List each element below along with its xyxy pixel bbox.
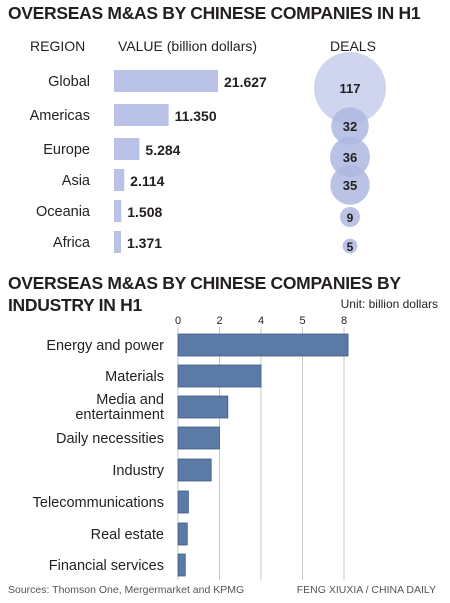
industry-label: Industry	[112, 463, 164, 479]
x-tick-label: 2	[216, 315, 222, 327]
deals-column-header: DEALS	[330, 38, 376, 54]
industry-bar	[177, 333, 349, 357]
industry-bar	[177, 553, 186, 577]
industry-chart-title: OVERSEAS M&AS BY CHINESE COMPANIES BY IN…	[8, 273, 401, 315]
deal-count-label: 5	[347, 240, 354, 254]
industry-bar	[177, 364, 262, 388]
deal-bubble	[330, 165, 370, 205]
region-label: Oceania	[36, 204, 91, 220]
industry-label: Materials	[105, 369, 164, 385]
industry-label: Real estate	[91, 527, 164, 543]
region-value-label: 1.508	[127, 204, 162, 220]
region-value-label: 21.627	[224, 74, 267, 90]
region-bar	[114, 104, 169, 126]
region-value-label: 5.284	[145, 142, 180, 158]
region-label: Europe	[43, 142, 90, 158]
industry-bar	[177, 426, 220, 450]
deal-count-label: 32	[343, 119, 357, 134]
industry-label: Energy and power	[46, 338, 164, 354]
deal-bubble	[331, 107, 369, 145]
industry-label: Media and	[96, 392, 164, 408]
region-label: Americas	[30, 108, 90, 124]
region-label: Asia	[62, 173, 91, 189]
industry-label: Daily necessities	[56, 431, 164, 447]
deal-count-label: 117	[340, 81, 361, 96]
deal-count-label: 36	[343, 150, 357, 165]
industry-label: Telecommunications	[33, 495, 164, 511]
region-label: Global	[48, 74, 90, 90]
region-bar	[114, 200, 122, 222]
region-value-label: 11.350	[175, 108, 217, 124]
deal-bubble	[342, 238, 358, 254]
industry-bar	[177, 458, 212, 482]
deal-bubble	[314, 52, 386, 124]
value-column-header: VALUE (billion dollars)	[118, 38, 258, 54]
region-bar	[114, 169, 125, 191]
region-bar	[114, 138, 140, 160]
deal-bubble	[330, 137, 370, 177]
deal-count-label: 35	[343, 178, 357, 193]
credit-line: FENG XIUXIA / CHINA DAILY	[296, 584, 436, 596]
sources-note: Sources: Thomson One, Mergermarket and K…	[8, 584, 245, 596]
region-bar	[114, 231, 121, 253]
region-value-label: 1.371	[127, 235, 162, 251]
region-value-label: 2.114	[130, 173, 164, 189]
region-bar	[114, 70, 218, 92]
unit-label: Unit: billion dollars	[340, 297, 438, 311]
region-label: Africa	[53, 235, 91, 251]
x-tick-label: 0	[175, 315, 181, 327]
x-tick-label: 5	[299, 315, 305, 327]
deal-count-label: 9	[347, 211, 354, 225]
industry-bar	[177, 395, 229, 419]
region-chart-title: OVERSEAS M&AS BY CHINESE COMPANIES IN H1	[8, 3, 421, 23]
deal-bubble	[340, 207, 360, 227]
industry-label: Financial services	[49, 558, 164, 574]
industry-bar	[177, 490, 189, 514]
x-tick-label: 4	[258, 315, 264, 327]
industry-label: entertainment	[75, 407, 164, 423]
x-tick-label: 8	[341, 315, 347, 327]
industry-bar	[177, 522, 188, 546]
region-chart: 117 32 36 35 9 5 Global 21.627 Americas 11.350 Eur…	[30, 52, 386, 254]
region-column-header: REGION	[30, 38, 86, 54]
